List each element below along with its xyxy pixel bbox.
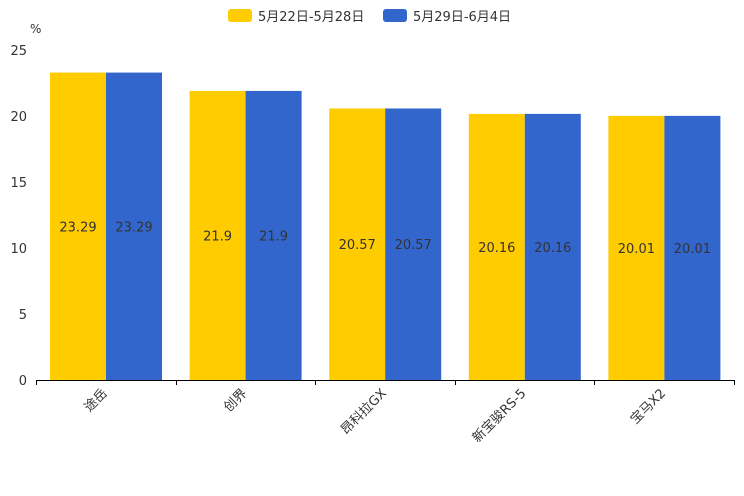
y-axis-label: % xyxy=(30,22,41,36)
y-axis: 0 5 10 15 20 25 xyxy=(10,44,27,389)
bar xyxy=(608,115,665,381)
bar xyxy=(329,108,386,380)
bar xyxy=(468,113,525,380)
legend-label: 5月22日-5月28日 xyxy=(258,10,364,25)
data-label: 20.01 xyxy=(674,242,711,257)
x-axis: 途岳 创界 昂科拉GX 新宝骏RS-5 宝马X2 xyxy=(36,380,735,446)
bars: 23.29 23.29 21.9 21.9 20.57 20.57 20.16 20.16 20… xyxy=(50,72,721,381)
legend: 5月22日-5月28日 5月29日-6月4日 xyxy=(228,9,511,25)
bar xyxy=(50,72,106,381)
bar xyxy=(664,115,721,381)
bar xyxy=(245,90,302,381)
legend-swatch xyxy=(228,9,252,22)
x-tick-label: 昂科拉GX xyxy=(338,386,390,438)
y-tick-label: 10 xyxy=(10,242,27,257)
y-tick-label: 5 xyxy=(19,308,27,323)
y-tick-label: 15 xyxy=(10,176,27,191)
data-label: 20.57 xyxy=(339,238,376,253)
y-tick-label: 0 xyxy=(19,374,27,389)
data-label: 20.16 xyxy=(534,241,571,256)
data-label: 21.9 xyxy=(203,229,232,244)
y-tick-label: 20 xyxy=(10,110,27,125)
data-label: 20.57 xyxy=(395,238,432,253)
bar xyxy=(189,90,246,381)
legend-swatch xyxy=(383,9,407,22)
legend-label: 5月29日-6月4日 xyxy=(413,10,511,25)
bar xyxy=(385,108,442,380)
data-label: 20.16 xyxy=(478,241,515,256)
data-label: 23.29 xyxy=(115,220,152,235)
data-label: 21.9 xyxy=(259,229,288,244)
y-tick-label: 25 xyxy=(10,44,27,59)
data-label: 20.01 xyxy=(618,242,655,257)
x-tick-label: 新宝骏RS-5 xyxy=(469,386,529,446)
bar xyxy=(106,72,162,381)
x-tick-label: 途岳 xyxy=(81,386,111,416)
data-label: 23.29 xyxy=(59,220,96,235)
x-tick-label: 宝马X2 xyxy=(628,386,669,427)
x-tick-label: 创界 xyxy=(221,386,250,415)
bar xyxy=(524,113,581,380)
